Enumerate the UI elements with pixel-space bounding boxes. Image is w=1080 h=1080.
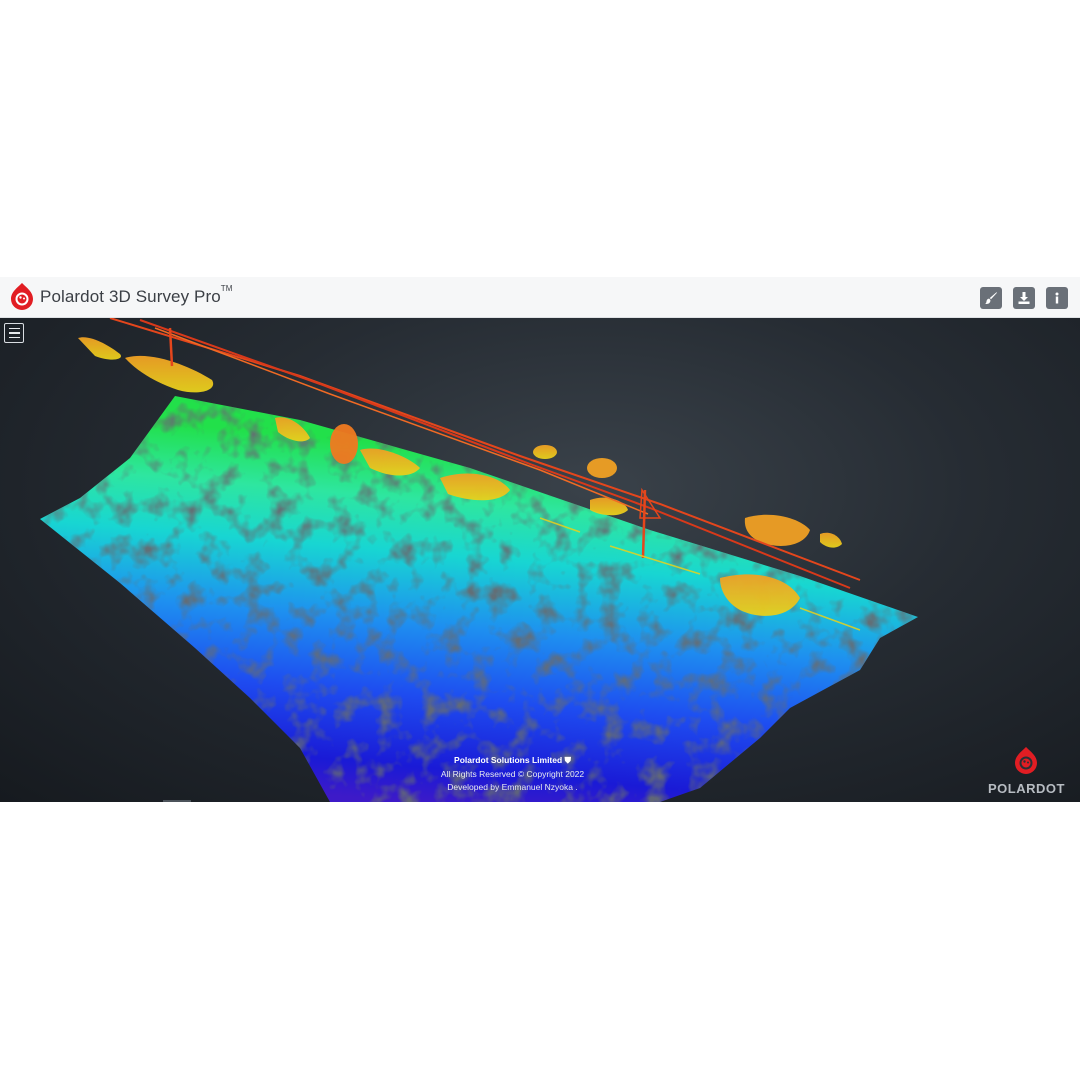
hamburger-icon-bar xyxy=(8,332,20,334)
polardot-logo-icon xyxy=(11,283,33,310)
brand: Polardot 3D Survey ProTM xyxy=(10,282,233,312)
info-button[interactable] xyxy=(1046,287,1068,309)
footer-credits: Polardot Solutions Limited ⛊ All Rights … xyxy=(400,754,625,795)
copyright-text: All Rights Reserved © Copyright 2022 xyxy=(440,768,585,779)
app-window: Polardot 3D Survey ProTM xyxy=(0,277,1080,802)
hamburger-icon-bar xyxy=(8,336,20,339)
trademark-mark: TM xyxy=(220,284,233,293)
toolbar xyxy=(969,287,1068,309)
developer-credit: Developed by Emmanuel Nzyoka . xyxy=(447,782,578,792)
polardot-watermark: POLARDOT xyxy=(988,745,1064,796)
shield-icon: ⛊ xyxy=(564,755,571,765)
edge-line-points xyxy=(539,517,861,631)
download-icon xyxy=(1018,292,1030,304)
power-line-points xyxy=(109,318,861,589)
watermark-text: POLARDOT xyxy=(988,781,1065,796)
app-title: Polardot 3D Survey ProTM xyxy=(40,284,233,306)
vegetation-points xyxy=(78,337,842,616)
scroll-handle[interactable] xyxy=(163,800,191,802)
menu-toggle-button[interactable] xyxy=(4,323,24,343)
company-name: Polardot Solutions Limited ⛊ xyxy=(454,755,571,765)
info-icon xyxy=(1055,292,1059,304)
app-header: Polardot 3D Survey ProTM xyxy=(0,277,1080,318)
point-cloud-render[interactable] xyxy=(0,318,1080,802)
style-button[interactable] xyxy=(980,287,1002,309)
terrain-gaps xyxy=(40,396,918,802)
hamburger-icon xyxy=(8,327,20,330)
point-cloud-viewer[interactable]: Polardot Solutions Limited ⛊ All Rights … xyxy=(0,318,1080,802)
brush-icon xyxy=(985,292,997,304)
download-button[interactable] xyxy=(1013,287,1035,309)
polardot-watermark-logo-icon xyxy=(1015,747,1037,774)
